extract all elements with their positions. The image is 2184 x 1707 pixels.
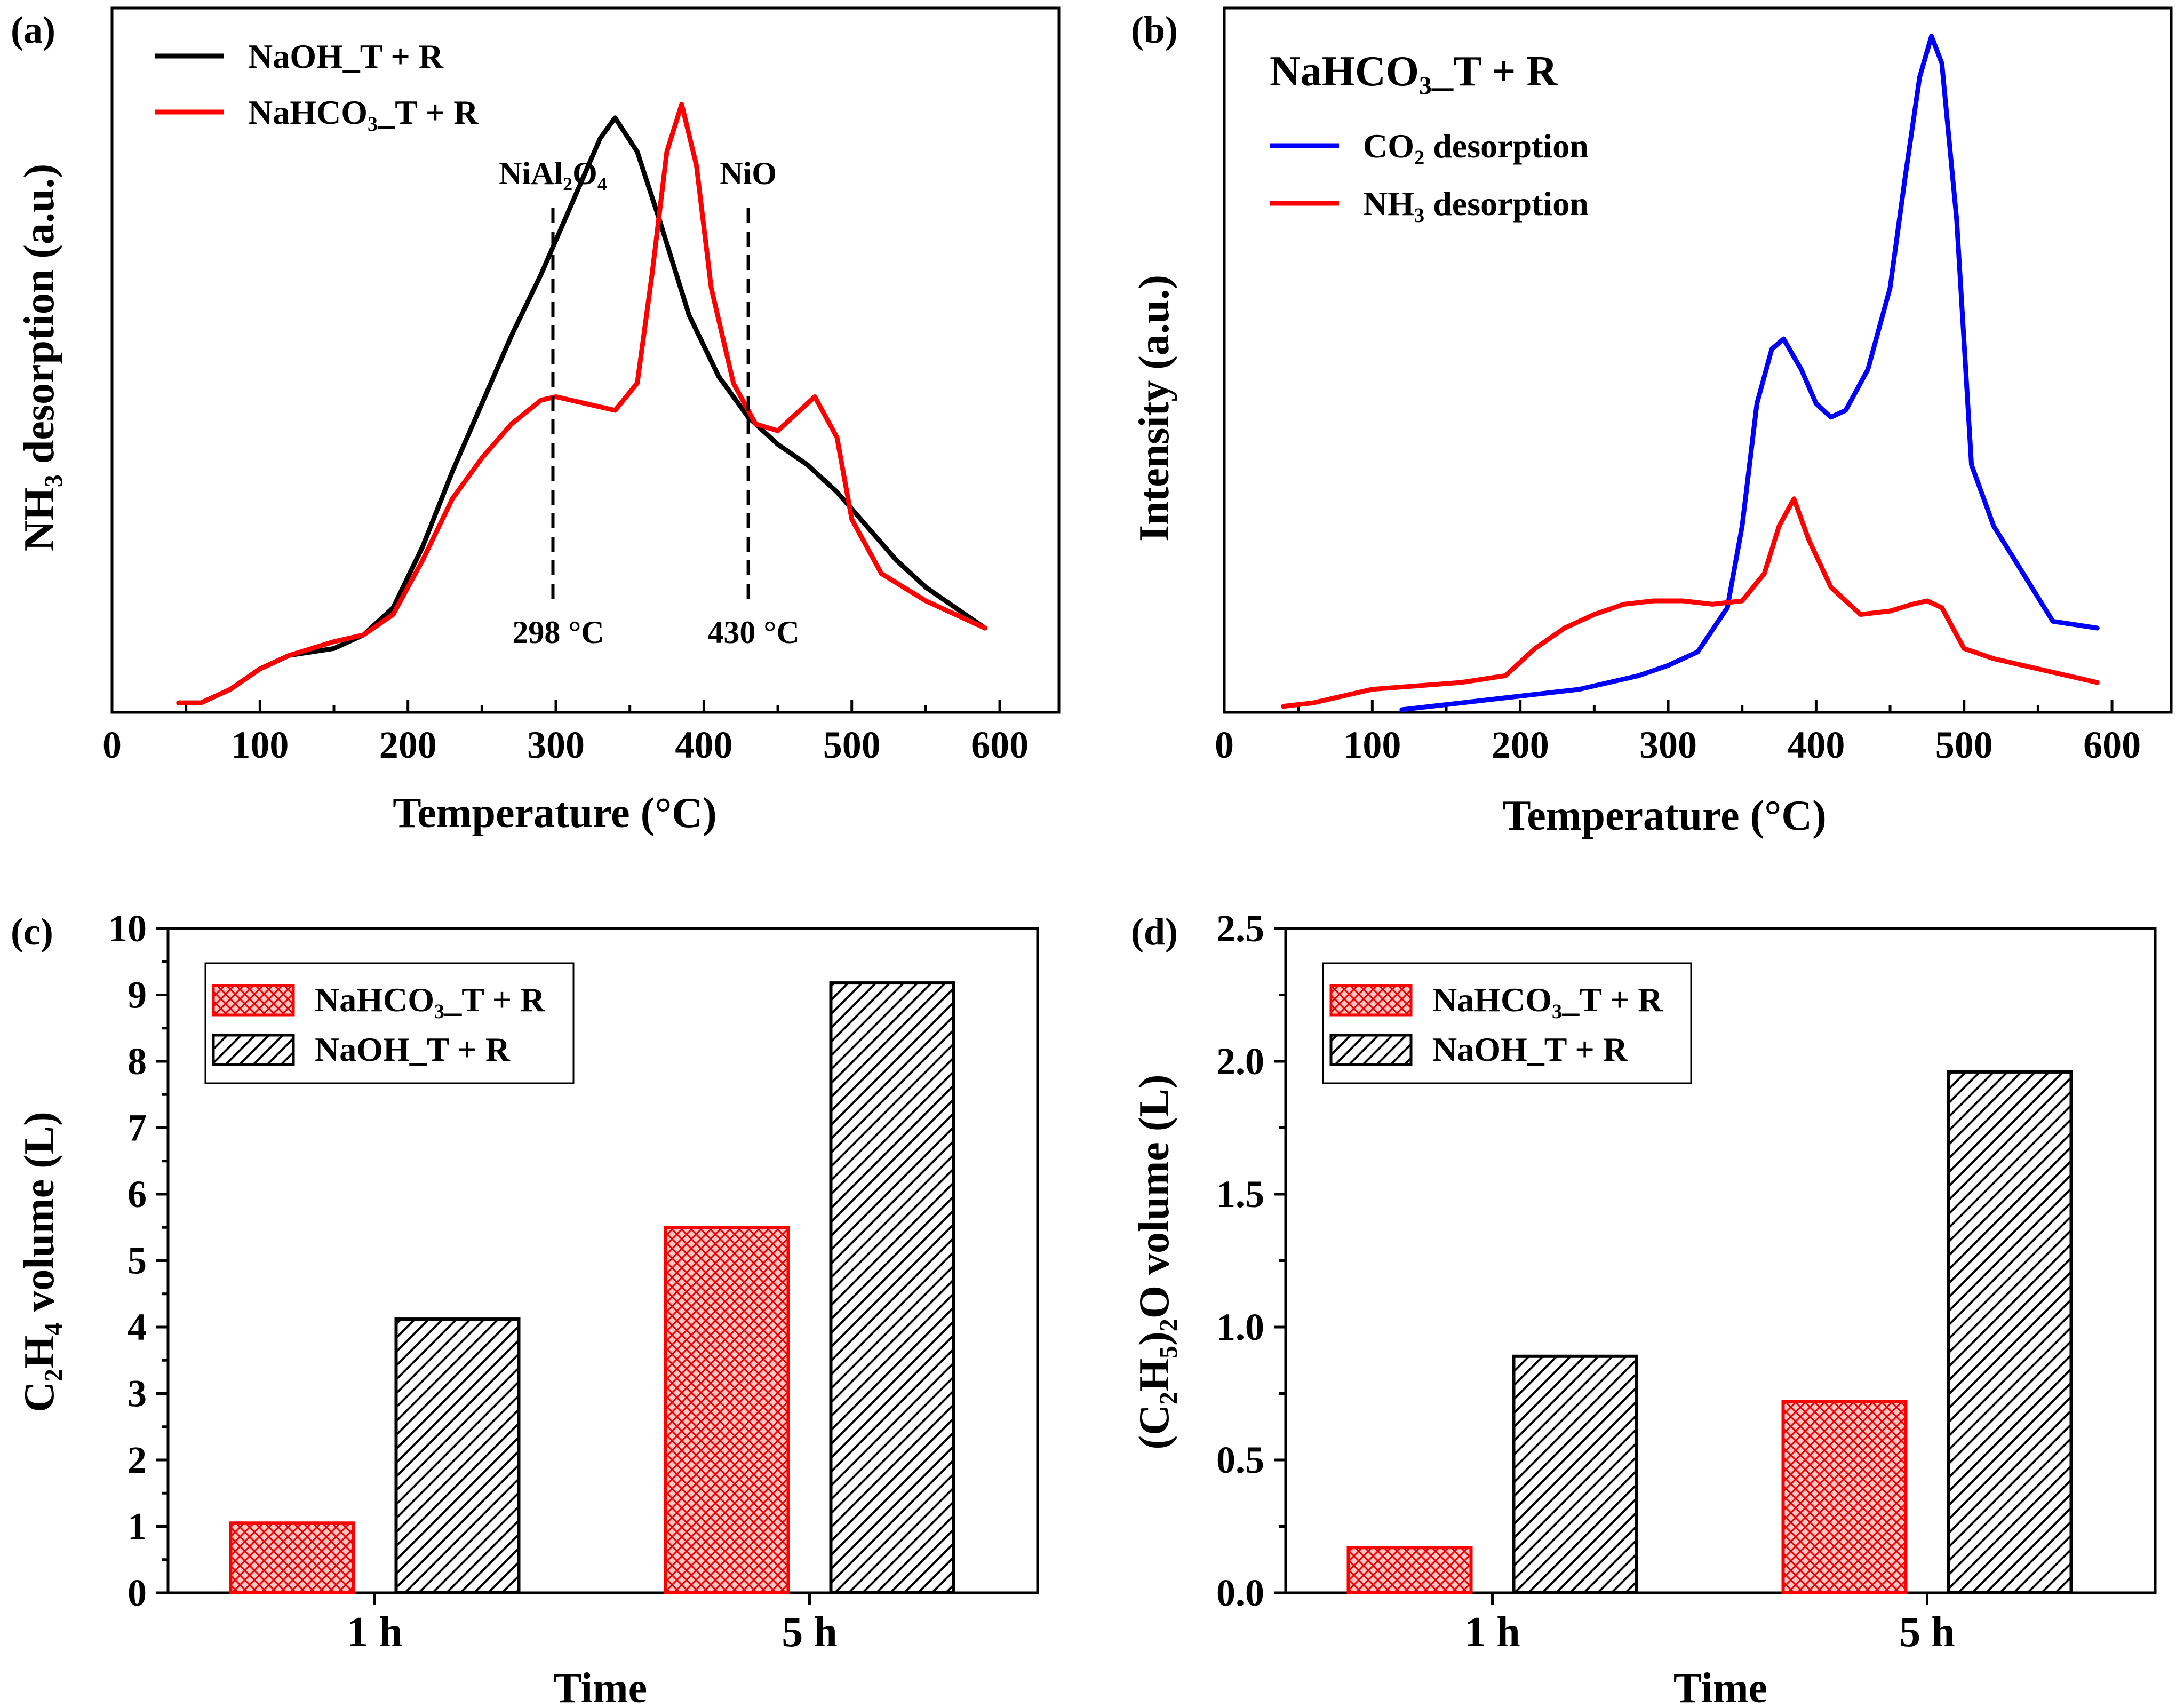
panel-c-x-axis-label: Time	[553, 1665, 647, 1707]
panel-b-y-axis-label: Intensity (a.u.)	[1131, 275, 1178, 542]
panel-c-bars	[229, 981, 955, 1595]
series-line-0	[1399, 34, 2100, 712]
bar-5h-nahco3	[1781, 1400, 1908, 1594]
panel-d-x-axis-label: Time	[1673, 1665, 1767, 1707]
x-tick-label: 0	[1215, 724, 1234, 766]
y-tick-label: 3	[127, 1372, 147, 1415]
panel-b-title: NaHCO₃_T + R	[1270, 48, 1558, 95]
y-tick-label: 10	[108, 907, 147, 950]
x-tick-label: 300	[527, 724, 585, 766]
series-line-1	[1281, 496, 2100, 709]
panel-a-legend: NaOH_T + R NaHCO₃_T + R	[155, 37, 479, 131]
x-tick-label: 300	[1639, 724, 1697, 766]
panel-a-x-axis: 0 100 200 300 400 500 600	[102, 700, 1029, 766]
panel-a-x-axis-label: Temperature (°C)	[393, 790, 716, 837]
y-tick-label: 1.0	[1216, 1306, 1264, 1348]
bar-1h-naoh	[394, 1317, 521, 1595]
panel-b: (b) 0 100 200 300 400 500 600 Temperature (°C)…	[1131, 6, 2173, 839]
x-category-label: 5 h	[1899, 1609, 1955, 1656]
x-category-label: 1 h	[347, 1609, 403, 1656]
bar-5h-nahco3	[664, 1226, 790, 1594]
panel-b-legend: CO₂ desorption NH₃ desorption	[1270, 127, 1589, 223]
panel-c-axes: 0 1 2 3 4 5 6 7 8 9 10 1 h 5 h	[108, 907, 838, 1656]
y-tick-label: 1.5	[1216, 1173, 1264, 1216]
y-tick-label: 0.5	[1216, 1439, 1264, 1481]
x-tick-label: 100	[1343, 724, 1401, 766]
annotation-temp-label: 298 °C	[512, 615, 604, 650]
panel-c: (c) 0 1 2 3 4 5 6 7 8 9 10 1 h 5 h Time C₂H₄ volume …	[11, 907, 1039, 1707]
bar-1h-nahco3	[1346, 1546, 1473, 1595]
y-tick-label: 7	[127, 1107, 147, 1149]
panel-a-label: (a)	[11, 9, 55, 51]
panel-a-y-axis-label: NH₃ desorption (a.u.)	[16, 164, 63, 551]
legend-label-naoh: NaOH_T + R	[315, 1030, 511, 1068]
annotation-phase-label: NiAl₂O₄	[499, 156, 607, 191]
panel-d-label: (d)	[1131, 910, 1178, 953]
legend-label-nahco3: NaHCO₃_T + R	[1432, 981, 1663, 1019]
panel-c-label: (c)	[11, 910, 53, 953]
x-tick-label: 100	[231, 724, 289, 766]
panel-a: (a) 0 100 200 300 400 500 600 NiAl₂O₄ 298 °C NiO…	[11, 6, 1061, 837]
legend-label-naoh: NaOH_T + R	[248, 37, 444, 75]
x-tick-label: 500	[823, 724, 881, 766]
panel-b-label: (b)	[1131, 9, 1178, 51]
legend-label-co2: CO₂ desorption	[1363, 127, 1589, 165]
legend-swatch-naoh	[212, 1034, 295, 1066]
y-tick-label: 2.0	[1216, 1040, 1264, 1083]
legend-swatch-nahco3	[1329, 984, 1413, 1017]
bar-1h-nahco3	[229, 1521, 355, 1594]
panel-d-axes: 0.0 0.5 1.0 1.5 2.0 2.5 1 h 5 h	[1216, 907, 1955, 1656]
legend-label-nahco3: NaHCO₃_T + R	[248, 93, 479, 131]
x-category-label: 1 h	[1464, 1609, 1520, 1656]
x-tick-label: 400	[675, 724, 732, 766]
bar-1h-naoh	[1512, 1354, 1638, 1595]
x-tick-label: 400	[1787, 724, 1845, 766]
y-tick-label: 6	[127, 1173, 147, 1216]
legend-label-nh3: NH₃ desorption	[1363, 185, 1589, 223]
panel-b-plot-frame	[1223, 6, 2173, 714]
bar-5h-naoh	[1947, 1070, 2073, 1595]
y-tick-label: 9	[127, 974, 147, 1017]
panel-c-y-axis-label: C₂H₄ volume (L)	[16, 1111, 63, 1412]
panel-d-legend: NaHCO₃_T + R NaOH_T + R	[1322, 962, 1692, 1084]
y-tick-label: 2	[127, 1439, 147, 1481]
legend-label-naoh: NaOH_T + R	[1432, 1030, 1628, 1068]
x-tick-label: 500	[1935, 724, 1993, 766]
x-tick-label: 600	[2083, 724, 2141, 766]
annotation-phase-label: NiO	[720, 156, 777, 191]
y-tick-label: 8	[127, 1040, 147, 1083]
panel-b-x-axis: 0 100 200 300 400 500 600	[1215, 700, 2141, 766]
x-tick-label: 0	[102, 724, 122, 766]
panel-d-bars	[1346, 1070, 2073, 1595]
bar-5h-naoh	[829, 981, 955, 1594]
panel-a-annotations: NiAl₂O₄ 298 °C NiO 430 °C	[499, 156, 800, 650]
series-line-1	[176, 101, 987, 705]
y-tick-label: 1	[127, 1505, 147, 1548]
panel-b-x-axis-label: Temperature (°C)	[1502, 792, 1826, 839]
annotation-temp-label: 430 °C	[707, 615, 799, 650]
y-tick-label: 4	[127, 1306, 147, 1348]
panel-a-series	[176, 101, 987, 705]
y-tick-label: 2.5	[1216, 907, 1264, 950]
x-tick-label: 200	[1492, 724, 1549, 766]
x-tick-label: 600	[971, 724, 1029, 766]
legend-label-nahco3: NaHCO₃_T + R	[315, 981, 545, 1019]
y-tick-label: 0	[127, 1571, 147, 1614]
x-tick-label: 200	[379, 724, 437, 766]
panel-a-plot-frame	[110, 6, 1061, 714]
legend-swatch-naoh	[1329, 1034, 1413, 1066]
y-tick-label: 0.0	[1216, 1571, 1264, 1614]
panel-b-series	[1281, 34, 2100, 712]
y-tick-label: 5	[127, 1240, 147, 1282]
legend-swatch-nahco3	[212, 984, 295, 1017]
panel-c-legend: NaHCO₃_T + R NaOH_T + R	[204, 962, 575, 1084]
panel-d: (d) 0.0 0.5 1.0 1.5 2.0 2.5 1 h 5 h Time (C₂H₅)…	[1131, 907, 2157, 1707]
x-category-label: 5 h	[782, 1609, 838, 1656]
panel-d-y-axis-label: (C₂H₅)₂O volume (L)	[1131, 1075, 1178, 1450]
